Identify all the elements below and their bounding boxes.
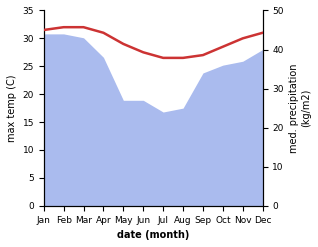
- Y-axis label: max temp (C): max temp (C): [7, 74, 17, 142]
- X-axis label: date (month): date (month): [117, 230, 190, 240]
- Y-axis label: med. precipitation
(kg/m2): med. precipitation (kg/m2): [289, 63, 311, 153]
